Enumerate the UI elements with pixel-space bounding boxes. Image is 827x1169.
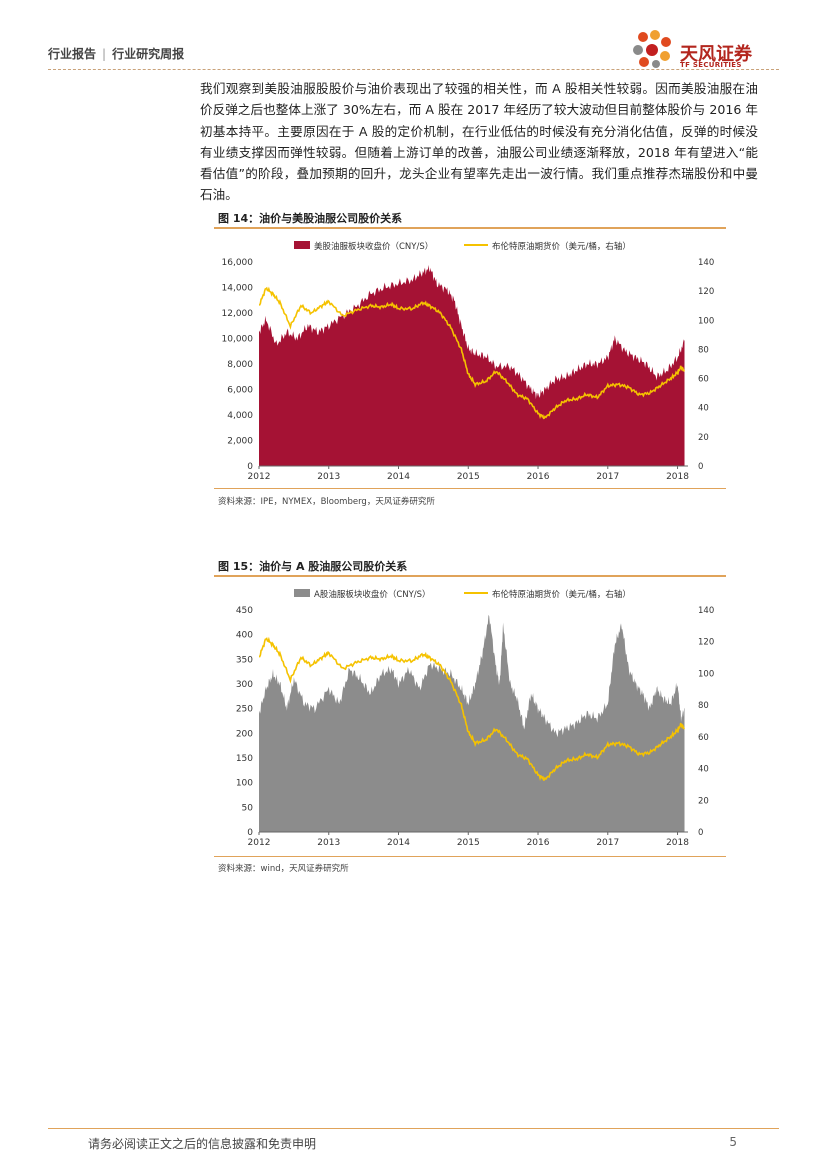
x-tick-0: 2012 <box>248 472 271 482</box>
y-left-tick-9: 450 <box>236 606 253 616</box>
y-left-tick-8: 400 <box>236 631 253 641</box>
y-left-tick-2: 100 <box>236 779 253 789</box>
y-left-tick-0: 0 <box>247 462 253 472</box>
y-right-tick-3: 60 <box>698 375 709 385</box>
y-left-tick-5: 10,000 <box>222 335 254 345</box>
figure-15-top-rule <box>214 575 726 577</box>
figure-14-top-rule <box>214 227 726 229</box>
y-left-tick-6: 12,000 <box>222 309 254 319</box>
y-left-tick-1: 50 <box>242 803 254 813</box>
footer-disclaimer: 请务必阅读正文之后的信息披露和免责申明 <box>88 1137 317 1151</box>
legend-label-0: 美股油服板块收盘价（CNY/S） <box>314 241 433 252</box>
page-number: 5 <box>729 1135 737 1149</box>
y-right-tick-1: 20 <box>698 433 709 443</box>
y-right-tick-6: 120 <box>698 287 714 297</box>
y-left-tick-7: 14,000 <box>222 284 254 294</box>
y-right-tick-3: 60 <box>698 733 709 743</box>
y-left-tick-1: 2,000 <box>227 437 253 447</box>
legend-swatch-0 <box>294 241 310 249</box>
y-right-tick-2: 40 <box>698 765 709 775</box>
y-right-tick-7: 140 <box>698 606 714 616</box>
series-line-1 <box>258 636 685 781</box>
figure-14-chart: 美股油服板块收盘价（CNY/S） 布伦特原油期货价（美元/桶，右轴） 0 2,000 4… <box>222 241 714 482</box>
y-right-tick-4: 80 <box>698 345 709 355</box>
x-tick-4: 2016 <box>527 838 550 848</box>
report-type: 行业研究周报 <box>112 47 185 61</box>
figure-14-bottom-rule <box>214 488 726 489</box>
x-tick-1: 2013 <box>317 472 340 482</box>
x-tick-2: 2014 <box>387 838 410 848</box>
y-left-tick-0: 0 <box>247 828 253 838</box>
y-left-tick-3: 6,000 <box>227 386 253 396</box>
y-left-tick-7: 350 <box>236 655 253 665</box>
x-tick-4: 2016 <box>527 472 550 482</box>
x-tick-3: 2015 <box>457 838 480 848</box>
figure-15-chart: A股油服板块收盘价（CNY/S） 布伦特原油期货价（美元/桶，右轴） 0 50 100 1… <box>236 589 714 848</box>
series-line-1 <box>258 286 685 420</box>
y-left-tick-5: 250 <box>236 705 253 715</box>
y-right-tick-0: 0 <box>698 828 703 838</box>
x-tick-3: 2015 <box>457 472 480 482</box>
y-right-tick-4: 80 <box>698 701 709 711</box>
report-category: 行业报告 <box>48 47 97 61</box>
y-right-tick-5: 100 <box>698 669 714 679</box>
x-tick-5: 2017 <box>596 472 619 482</box>
figure-14-title: 图 14：油价与美股油服公司股价关系 <box>218 212 403 225</box>
report-header: 行业报告 | 行业研究周报 <box>48 45 184 62</box>
y-right-tick-5: 100 <box>698 316 714 326</box>
y-left-tick-2: 4,000 <box>227 411 253 421</box>
figure-15-bottom-rule <box>214 856 726 857</box>
header-separator: | <box>102 47 107 61</box>
x-tick-5: 2017 <box>596 838 619 848</box>
y-right-tick-0: 0 <box>698 462 703 472</box>
footer-divider <box>48 1128 779 1129</box>
legend-label-1: 布伦特原油期货价（美元/桶，右轴） <box>492 589 631 600</box>
y-right-tick-7: 140 <box>698 258 714 268</box>
y-left-tick-6: 300 <box>236 680 253 690</box>
y-left-tick-8: 16,000 <box>222 258 254 268</box>
y-left-tick-3: 150 <box>236 754 253 764</box>
x-tick-2: 2014 <box>387 472 410 482</box>
figure-15-source: 资料来源：wind，天风证券研究所 <box>218 864 349 874</box>
series-area-0 <box>259 264 685 466</box>
y-right-tick-1: 20 <box>698 796 709 806</box>
y-left-tick-4: 8,000 <box>227 360 253 370</box>
legend-label-1: 布伦特原油期货价（美元/桶，右轴） <box>492 241 631 252</box>
logo-name: 天风证券 <box>680 44 752 65</box>
figure-14-source: 资料来源：IPE，NYMEX，Bloomberg，天风证券研究所 <box>218 497 435 507</box>
y-right-tick-6: 120 <box>698 638 714 648</box>
figure-15-title: 图 15：油价与 A 股油服公司股价关系 <box>218 560 408 573</box>
header-divider <box>48 69 779 70</box>
x-tick-0: 2012 <box>248 838 271 848</box>
logo-icon <box>633 30 671 68</box>
x-tick-6: 2018 <box>666 838 689 848</box>
x-tick-6: 2018 <box>666 472 689 482</box>
series-area-0 <box>259 614 685 832</box>
x-tick-1: 2013 <box>317 838 340 848</box>
y-right-tick-2: 40 <box>698 404 709 414</box>
legend-label-0: A股油服板块收盘价（CNY/S） <box>314 589 431 600</box>
logo-subtitle: TF SECURITIES <box>680 61 742 69</box>
body-paragraph: 我们观察到美股油服股股价与油价表现出了较强的相关性，而 A 股相关性较弱。因而美… <box>200 81 758 203</box>
legend-swatch-0 <box>294 589 310 597</box>
y-left-tick-4: 200 <box>236 729 253 739</box>
